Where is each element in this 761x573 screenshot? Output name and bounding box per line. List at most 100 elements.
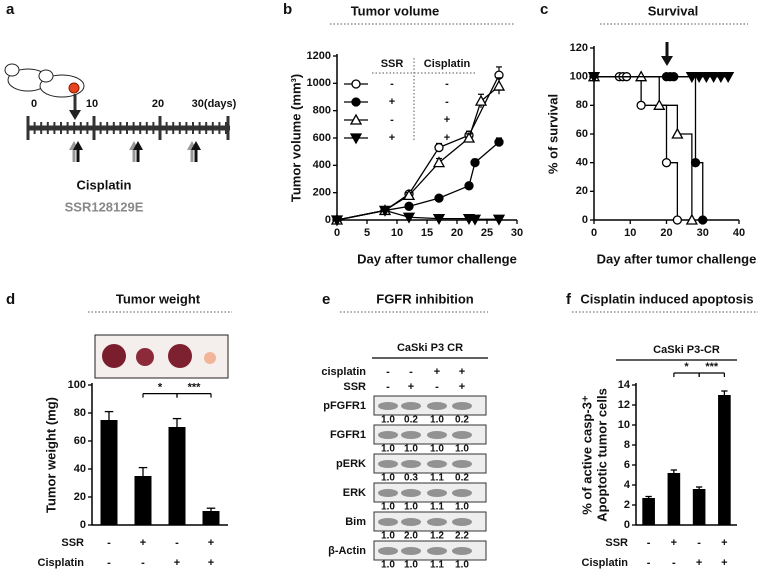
timeline-label: 10 bbox=[86, 98, 98, 110]
y-tick-label: 8 bbox=[624, 439, 630, 451]
y-tick-label: 80 bbox=[74, 407, 86, 419]
chart-title: FGFR inhibition bbox=[376, 291, 474, 306]
marker bbox=[492, 79, 506, 91]
y-tick-label: 400 bbox=[313, 159, 331, 171]
x-tick-label: 40 bbox=[733, 227, 745, 239]
condition-sign: + bbox=[459, 366, 465, 378]
row-sign: + bbox=[671, 537, 677, 549]
marker bbox=[462, 131, 476, 143]
band-label: pFGFR1 bbox=[323, 400, 366, 412]
x-tick-label: 0 bbox=[334, 227, 340, 239]
y-tick-label: 0 bbox=[624, 519, 630, 531]
legend-sign: + bbox=[389, 96, 395, 108]
y-tick-label: 200 bbox=[313, 187, 331, 199]
marker bbox=[700, 72, 713, 84]
x-tick-label: 20 bbox=[660, 227, 672, 239]
band-label: FGFR1 bbox=[330, 429, 366, 441]
panel-letter: f bbox=[566, 291, 572, 308]
band bbox=[452, 460, 472, 468]
x-tick-label: 20 bbox=[451, 227, 463, 239]
row-sign: - bbox=[107, 557, 111, 569]
y-tick-label: 4 bbox=[624, 479, 631, 491]
row-label: Cisplatin bbox=[582, 557, 629, 569]
x-tick-label: 5 bbox=[364, 227, 370, 239]
band-quant: 1.0 bbox=[381, 502, 395, 513]
y-tick-label: 100 bbox=[68, 379, 86, 391]
x-tick-label: 30 bbox=[511, 227, 523, 239]
band-quant: 1.0 bbox=[430, 415, 444, 426]
legend-sign: + bbox=[444, 114, 450, 126]
step-line bbox=[594, 76, 704, 220]
band bbox=[401, 402, 421, 410]
y-axis-label: % of survival bbox=[545, 94, 560, 174]
marker bbox=[587, 72, 601, 84]
panel-letter: c bbox=[540, 1, 548, 18]
marker bbox=[672, 215, 683, 225]
x-tick-label: 10 bbox=[624, 227, 636, 239]
y-tick-label: 0 bbox=[80, 519, 86, 531]
significance-label: * bbox=[158, 382, 163, 394]
band bbox=[401, 460, 421, 468]
band bbox=[378, 402, 398, 410]
condition-sign: - bbox=[435, 381, 439, 393]
row-sign: - bbox=[672, 557, 676, 569]
row-label: SSR bbox=[61, 537, 84, 549]
band-quant: 1.0 bbox=[404, 502, 418, 513]
x-tick-label: 0 bbox=[591, 227, 597, 239]
dose-arrows bbox=[69, 141, 201, 162]
y-tick-label: 60 bbox=[74, 435, 86, 447]
y-tick-label: 12 bbox=[618, 399, 630, 411]
marker bbox=[470, 157, 480, 168]
condition-sign: + bbox=[434, 366, 440, 378]
marker bbox=[474, 94, 488, 106]
row-label: Cisplatin bbox=[38, 557, 85, 569]
marker bbox=[432, 213, 446, 225]
legend-header: SSR bbox=[381, 58, 404, 70]
band-quant: 0.2 bbox=[455, 473, 469, 484]
row-sign: - bbox=[647, 537, 651, 549]
marker bbox=[690, 158, 701, 168]
row-sign: - bbox=[141, 557, 145, 569]
marker bbox=[351, 79, 361, 89]
band-label: ERK bbox=[343, 487, 366, 499]
row-sign: + bbox=[208, 537, 214, 549]
marker bbox=[468, 214, 482, 226]
band bbox=[452, 547, 472, 555]
band-quant: 1.0 bbox=[430, 444, 444, 455]
bar bbox=[168, 427, 186, 525]
band-quant: 1.0 bbox=[381, 415, 395, 426]
band bbox=[401, 547, 421, 555]
band bbox=[452, 489, 472, 497]
condition-sign: - bbox=[386, 381, 390, 393]
legend-header: Cisplatin bbox=[424, 58, 471, 70]
y-tick-label: 100 bbox=[570, 71, 588, 83]
condition-label: cisplatin bbox=[321, 366, 366, 378]
series-line bbox=[336, 85, 500, 221]
marker bbox=[698, 215, 708, 225]
band bbox=[452, 431, 472, 439]
chart-title: Survival bbox=[648, 3, 699, 18]
band-label: Bim bbox=[345, 516, 366, 528]
series-line bbox=[336, 74, 500, 221]
band bbox=[401, 431, 421, 439]
bar bbox=[667, 473, 681, 525]
x-axis-label: Day after tumor challenge bbox=[357, 251, 517, 266]
y-tick-label: 1200 bbox=[307, 50, 331, 62]
group-header: CaSki P3 CR bbox=[397, 342, 463, 354]
marker bbox=[685, 72, 698, 84]
row-label: SSR bbox=[605, 537, 628, 549]
x-tick-label: 30 bbox=[697, 227, 709, 239]
timeline-label: 0 bbox=[31, 98, 37, 110]
row-sign: - bbox=[175, 537, 179, 549]
significance-label: *** bbox=[188, 382, 202, 394]
significance-label: * bbox=[684, 361, 689, 373]
band-quant: 1.0 bbox=[455, 502, 469, 513]
band-quant: 2.2 bbox=[455, 531, 469, 542]
y-tick-label: 20 bbox=[576, 185, 588, 197]
row-sign: - bbox=[107, 537, 111, 549]
western-blot: e FGFR inhibition CaSki P3 CR cisplatin - - + +… bbox=[321, 291, 488, 571]
timeline-label: 20 bbox=[152, 98, 164, 110]
significance-label: *** bbox=[705, 361, 719, 373]
marker bbox=[722, 72, 735, 84]
band bbox=[427, 547, 447, 555]
